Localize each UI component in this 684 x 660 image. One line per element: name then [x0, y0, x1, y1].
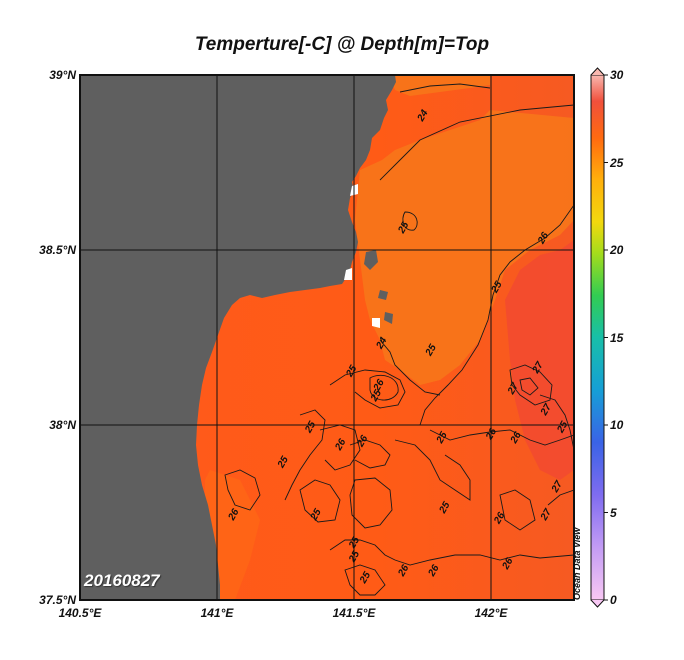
contour-label: 25: [357, 570, 373, 586]
island: [384, 312, 393, 324]
lat-tick-label: 37.5°N: [39, 593, 76, 607]
island: [344, 268, 352, 280]
lon-tick-label: 142°E: [474, 606, 508, 620]
contour-label: 27: [549, 479, 565, 495]
contour-label: 26: [508, 430, 524, 446]
map-title: Temperture[-C] @ Depth[m]=Top: [194, 34, 490, 55]
colorbar: [590, 67, 608, 608]
lat-tick-label: 38°N: [49, 418, 76, 432]
date-stamp: 20160827: [84, 571, 160, 590]
colorbar-tick-label: 25: [610, 155, 624, 170]
colorbar-tick-label: 10: [610, 418, 624, 432]
contour-label: 25: [368, 388, 384, 404]
warm-eddy-east: [505, 240, 574, 480]
contour-label: 25: [396, 220, 412, 236]
colorbar-tick-label: 5: [610, 505, 617, 520]
contour-label: 24: [374, 335, 390, 351]
contour-label: 24: [415, 108, 431, 124]
contour-label: 25: [303, 419, 319, 435]
contour-label: 26: [500, 556, 516, 572]
colorbar-top-arrow: [590, 67, 605, 76]
lat-tick-label: 38.5°N: [39, 243, 76, 257]
contour-label: 25: [437, 500, 453, 516]
contour-label: 26: [333, 437, 349, 453]
contour-label: 25: [308, 507, 324, 523]
coastal-band-south: [205, 470, 260, 600]
colorbar-tick-label: 0: [610, 593, 617, 607]
contour-label: 25: [275, 454, 291, 470]
colorbar-scale: [590, 74, 605, 601]
colorbar-tick-label: 30: [610, 68, 624, 82]
contour-label: 26: [396, 563, 412, 579]
contour-label: 26: [355, 433, 371, 449]
lon-tick-label: 141°E: [200, 606, 234, 620]
contour-label: 25: [344, 363, 360, 379]
watermark-text: Ocean Data View: [572, 527, 582, 600]
contour-label: 27: [530, 360, 546, 376]
lat-tick-label: 39°N: [49, 68, 76, 82]
contour-label: 27: [538, 402, 554, 418]
contour-label: 25: [347, 535, 363, 551]
cool-water-zone: [355, 75, 574, 385]
contour-label: 25: [434, 430, 450, 446]
colorbar-bottom-arrow: [590, 599, 605, 608]
graticule: [80, 75, 574, 600]
island: [372, 318, 380, 328]
contour-label: 26: [536, 230, 552, 246]
contour-label: 27: [538, 507, 554, 523]
contour-label: 26: [226, 507, 242, 523]
contour-label: 26: [492, 510, 508, 526]
contour-label: 25: [555, 419, 571, 435]
island: [378, 290, 388, 300]
colorbar-tick-label: 20: [610, 243, 624, 257]
lon-tick-label: 141.5°E: [332, 606, 376, 620]
contour-label: 26: [426, 563, 442, 579]
contour-label: 27: [505, 381, 521, 397]
island: [364, 250, 378, 270]
lon-tick-label: 140.5°E: [58, 606, 102, 620]
contour-label: 25: [347, 549, 363, 565]
contour-label: 26: [371, 377, 387, 393]
contour-label: 25: [423, 342, 439, 358]
land-mass: [80, 75, 396, 600]
contour-label: 25: [489, 279, 505, 295]
map-frame: [79, 74, 575, 601]
colorbar-tick-label: 15: [610, 330, 624, 345]
contour-label: 26: [484, 426, 500, 442]
